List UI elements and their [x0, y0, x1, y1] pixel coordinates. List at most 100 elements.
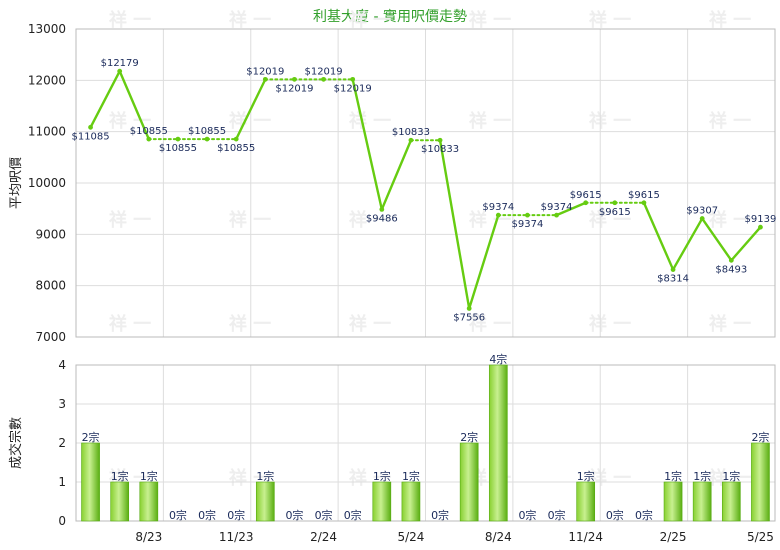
line-segment: [234, 78, 267, 141]
bar-data-label: 0宗: [344, 508, 362, 522]
bar-data-label: 1宗: [577, 469, 595, 483]
line-y-tick-label: 12000: [28, 73, 66, 87]
chart-title: 利基大廈 - 實用呎價走勢: [313, 8, 467, 25]
line-data-label: $9374: [541, 202, 573, 213]
bar-data-label: 0宗: [198, 508, 216, 522]
bar-data-label: 0宗: [227, 508, 245, 522]
bar-data-label: 4宗: [489, 352, 507, 366]
line-data-label: $10855: [130, 126, 168, 137]
bar-mark: [110, 481, 130, 522]
bar-data-label: 2宗: [82, 430, 100, 444]
line-y-tick-label: 11000: [28, 125, 66, 139]
x-tick-label: 2/24: [310, 530, 337, 544]
bar-y-tick-label: 1: [58, 475, 66, 489]
line-point: [466, 306, 472, 311]
line-point: [379, 206, 385, 212]
line-data-label: $12019: [246, 66, 284, 77]
labels-layer: 7000 8000 9000 10000 11000 12000 13000 0 1 2 3 4 2宗 1…: [28, 22, 777, 544]
bar-mark: [81, 442, 100, 522]
watermark-text-2-1: 祥 一: [229, 209, 271, 231]
bar-mark: [459, 442, 479, 522]
x-tick-label: 8/23: [135, 530, 162, 544]
bar-y-tick-label: 3: [58, 397, 66, 411]
bar-mark: [488, 364, 508, 522]
line-segment: [351, 78, 384, 211]
bar-mark: [751, 442, 770, 522]
bar-data-label: 1宗: [111, 469, 129, 483]
bar-mark: [692, 481, 712, 522]
line-y-tick-label: 8000: [35, 279, 66, 293]
bar-y-tick-label: 4: [58, 358, 66, 372]
line-data-label: $11085: [71, 131, 109, 142]
watermark-text-0-4: 祥 一: [589, 9, 631, 31]
line-y-tick-label: 10000: [28, 176, 66, 190]
bar-data-label: 1宗: [402, 469, 420, 483]
line-point: [437, 137, 443, 143]
line-y-tick-label: 13000: [28, 22, 66, 36]
bar-data-label: 1宗: [256, 469, 274, 483]
line-point: [758, 224, 763, 230]
line-data-label: $8314: [657, 274, 689, 285]
line-data-label: $8493: [715, 264, 747, 275]
line-data-label: $9615: [570, 190, 602, 201]
watermark-text-0-0: 祥 一: [109, 9, 151, 31]
x-tick-label: 8/24: [485, 530, 512, 544]
bar-data-label: 1宗: [693, 469, 711, 483]
watermark-text-1-3: 祥 一: [469, 110, 511, 132]
line-point: [670, 267, 676, 272]
line-segment: [118, 69, 151, 141]
line-point: [408, 137, 414, 143]
x-tick-label: 5/25: [747, 530, 774, 544]
line-point: [204, 136, 210, 142]
bar-mark: [372, 481, 392, 522]
line-data-label: $10855: [188, 126, 226, 137]
line-data-label: $12179: [101, 58, 139, 69]
bar-mark: [139, 481, 159, 522]
line-point: [262, 76, 268, 82]
line-point: [350, 76, 356, 82]
bar-mark: [576, 481, 596, 522]
line-point: [554, 212, 559, 218]
watermark-text-3-1: 祥 一: [229, 313, 271, 335]
line-point: [699, 216, 705, 221]
line-point: [641, 200, 647, 206]
watermark-text-3-0: 祥 一: [109, 313, 151, 335]
line-data-label: $7556: [453, 312, 485, 323]
bar-data-label: 1宗: [722, 469, 740, 483]
bar-mark: [663, 481, 683, 522]
bar-data-label: 0宗: [606, 508, 624, 522]
line-data-label: $12019: [275, 83, 313, 94]
axes-layer: [75, 28, 776, 522]
watermark-text-2-2: 祥 一: [349, 209, 391, 231]
line-data-label: $9615: [628, 190, 660, 201]
bar-panel-frame: [75, 364, 776, 522]
line-segment: [730, 225, 762, 262]
watermark-text-4-4: 祥 一: [589, 467, 631, 489]
bar-data-label: 0宗: [518, 508, 536, 522]
line-data-label: $10855: [159, 143, 197, 154]
x-tick-label: 11/23: [219, 530, 254, 544]
x-tick-label: 5/24: [397, 530, 424, 544]
line-segment: [700, 217, 733, 262]
bar-y-axis-label: 成交宗數: [8, 417, 24, 469]
line-panel-frame: [75, 28, 776, 338]
line-point: [117, 68, 123, 74]
watermark-text-1-2: 祥 一: [349, 110, 391, 132]
bar-data-label: 0宗: [169, 508, 187, 522]
watermark-text-2-4: 祥 一: [589, 209, 631, 231]
line-y-tick-label: 7000: [35, 330, 66, 344]
bar-y-tick-label: 2: [58, 436, 66, 450]
watermark-text-1-0: 祥 一: [109, 110, 151, 132]
watermark-text-1-4: 祥 一: [589, 110, 631, 132]
line-segment: [671, 217, 704, 271]
watermark-text-2-0: 祥 一: [109, 209, 151, 231]
line-point: [233, 136, 239, 142]
bar-data-label: 1宗: [664, 469, 682, 483]
line-point: [321, 76, 326, 82]
bar-data-label: 0宗: [635, 508, 653, 522]
watermark-text-3-2: 祥 一: [349, 313, 391, 335]
line-segment: [555, 201, 587, 217]
line-segment: [642, 201, 675, 271]
bar-data-label: 0宗: [285, 508, 303, 522]
line-segment: [380, 139, 413, 211]
